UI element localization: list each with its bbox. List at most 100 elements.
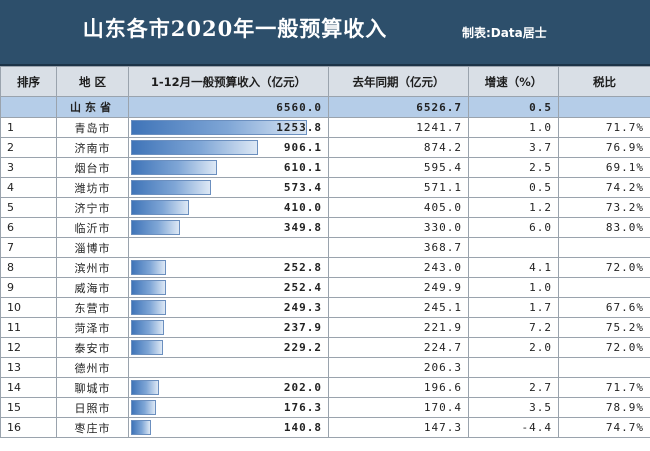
province-rank-cell[interactable] <box>0 96 57 118</box>
rank-cell[interactable]: 13 <box>0 357 57 378</box>
rank-cell[interactable]: 5 <box>0 197 57 218</box>
revenue-cell[interactable]: 229.2 <box>128 337 329 358</box>
last-year-cell[interactable]: 368.7 <box>328 237 469 258</box>
last-year-cell[interactable]: 224.7 <box>328 337 469 358</box>
rank-cell[interactable]: 10 <box>0 297 57 318</box>
header-tax-ratio[interactable]: 税比 <box>558 66 650 97</box>
region-cell[interactable]: 东营市 <box>56 297 129 318</box>
header-rank[interactable]: 排序 <box>0 66 57 97</box>
growth-cell[interactable]: 4.1 <box>468 257 559 278</box>
revenue-cell[interactable]: 1253.8 <box>128 117 329 138</box>
revenue-cell[interactable]: 349.8 <box>128 217 329 238</box>
last-year-cell[interactable]: 147.3 <box>328 417 469 438</box>
rank-cell[interactable]: 1 <box>0 117 57 138</box>
region-cell[interactable]: 烟台市 <box>56 157 129 178</box>
tax-ratio-cell[interactable]: 76.9% <box>558 137 650 158</box>
header-last-year[interactable]: 去年同期（亿元） <box>328 66 469 97</box>
province-revenue-cell[interactable]: 6560.0 <box>128 96 329 118</box>
revenue-cell[interactable]: 202.0 <box>128 377 329 398</box>
header-revenue[interactable]: 1-12月一般预算收入（亿元） <box>128 66 329 97</box>
revenue-cell[interactable] <box>128 237 329 258</box>
growth-cell[interactable]: 1.0 <box>468 277 559 298</box>
last-year-cell[interactable]: 245.1 <box>328 297 469 318</box>
growth-cell[interactable]: 1.7 <box>468 297 559 318</box>
last-year-cell[interactable]: 595.4 <box>328 157 469 178</box>
province-last-year[interactable]: 6526.7 <box>328 96 469 118</box>
revenue-cell[interactable]: 237.9 <box>128 317 329 338</box>
region-cell[interactable]: 滨州市 <box>56 257 129 278</box>
rank-cell[interactable]: 12 <box>0 337 57 358</box>
region-cell[interactable]: 菏泽市 <box>56 317 129 338</box>
tax-ratio-cell[interactable]: 83.0% <box>558 217 650 238</box>
tax-ratio-cell[interactable]: 71.7% <box>558 377 650 398</box>
last-year-cell[interactable]: 1241.7 <box>328 117 469 138</box>
growth-cell[interactable]: 2.7 <box>468 377 559 398</box>
region-cell[interactable]: 聊城市 <box>56 377 129 398</box>
last-year-cell[interactable]: 243.0 <box>328 257 469 278</box>
tax-ratio-cell[interactable]: 72.0% <box>558 257 650 278</box>
province-region[interactable]: 山东省 <box>56 96 129 118</box>
rank-cell[interactable]: 6 <box>0 217 57 238</box>
rank-cell[interactable]: 14 <box>0 377 57 398</box>
tax-ratio-cell[interactable]: 74.2% <box>558 177 650 198</box>
last-year-cell[interactable]: 170.4 <box>328 397 469 418</box>
growth-cell[interactable]: 3.7 <box>468 137 559 158</box>
tax-ratio-cell[interactable] <box>558 237 650 258</box>
rank-cell[interactable]: 3 <box>0 157 57 178</box>
region-cell[interactable]: 日照市 <box>56 397 129 418</box>
growth-cell[interactable]: 2.0 <box>468 337 559 358</box>
tax-ratio-cell[interactable]: 75.2% <box>558 317 650 338</box>
tax-ratio-cell[interactable]: 69.1% <box>558 157 650 178</box>
last-year-cell[interactable]: 330.0 <box>328 217 469 238</box>
revenue-cell[interactable] <box>128 357 329 378</box>
tax-ratio-cell[interactable] <box>558 277 650 298</box>
last-year-cell[interactable]: 196.6 <box>328 377 469 398</box>
rank-cell[interactable]: 7 <box>0 237 57 258</box>
revenue-cell[interactable]: 573.4 <box>128 177 329 198</box>
growth-cell[interactable]: -4.4 <box>468 417 559 438</box>
header-growth[interactable]: 增速（%） <box>468 66 559 97</box>
rank-cell[interactable]: 9 <box>0 277 57 298</box>
region-cell[interactable]: 临沂市 <box>56 217 129 238</box>
rank-cell[interactable]: 8 <box>0 257 57 278</box>
province-growth[interactable]: 0.5 <box>468 96 559 118</box>
revenue-cell[interactable]: 140.8 <box>128 417 329 438</box>
rank-cell[interactable]: 2 <box>0 137 57 158</box>
growth-cell[interactable]: 2.5 <box>468 157 559 178</box>
revenue-cell[interactable]: 249.3 <box>128 297 329 318</box>
last-year-cell[interactable]: 249.9 <box>328 277 469 298</box>
region-cell[interactable]: 济南市 <box>56 137 129 158</box>
growth-cell[interactable]: 7.2 <box>468 317 559 338</box>
tax-ratio-cell[interactable]: 67.6% <box>558 297 650 318</box>
region-cell[interactable]: 济宁市 <box>56 197 129 218</box>
tax-ratio-cell[interactable]: 71.7% <box>558 117 650 138</box>
region-cell[interactable]: 青岛市 <box>56 117 129 138</box>
rank-cell[interactable]: 11 <box>0 317 57 338</box>
last-year-cell[interactable]: 206.3 <box>328 357 469 378</box>
tax-ratio-cell[interactable] <box>558 357 650 378</box>
province-tax-ratio[interactable] <box>558 96 650 118</box>
region-cell[interactable]: 德州市 <box>56 357 129 378</box>
growth-cell[interactable]: 3.5 <box>468 397 559 418</box>
tax-ratio-cell[interactable]: 74.7% <box>558 417 650 438</box>
tax-ratio-cell[interactable]: 72.0% <box>558 337 650 358</box>
growth-cell[interactable]: 6.0 <box>468 217 559 238</box>
last-year-cell[interactable]: 874.2 <box>328 137 469 158</box>
region-cell[interactable]: 威海市 <box>56 277 129 298</box>
tax-ratio-cell[interactable]: 78.9% <box>558 397 650 418</box>
revenue-cell[interactable]: 906.1 <box>128 137 329 158</box>
rank-cell[interactable]: 15 <box>0 397 57 418</box>
rank-cell[interactable]: 4 <box>0 177 57 198</box>
revenue-cell[interactable]: 610.1 <box>128 157 329 178</box>
growth-cell[interactable] <box>468 357 559 378</box>
region-cell[interactable]: 枣庄市 <box>56 417 129 438</box>
last-year-cell[interactable]: 221.9 <box>328 317 469 338</box>
growth-cell[interactable]: 0.5 <box>468 177 559 198</box>
revenue-cell[interactable]: 176.3 <box>128 397 329 418</box>
revenue-cell[interactable]: 252.4 <box>128 277 329 298</box>
region-cell[interactable]: 泰安市 <box>56 337 129 358</box>
region-cell[interactable]: 潍坊市 <box>56 177 129 198</box>
growth-cell[interactable] <box>468 237 559 258</box>
header-region[interactable]: 地 区 <box>56 66 129 97</box>
revenue-cell[interactable]: 252.8 <box>128 257 329 278</box>
